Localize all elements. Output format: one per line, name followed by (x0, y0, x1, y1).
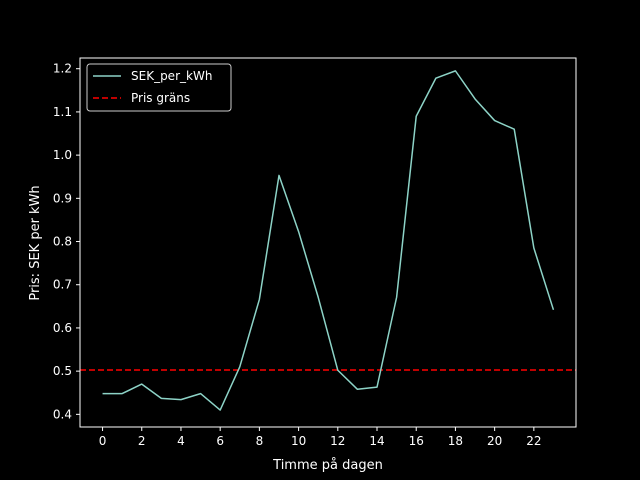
y-tick-label: 0.9 (53, 191, 72, 205)
x-tick-label: 8 (256, 434, 264, 448)
x-tick-label: 16 (409, 434, 424, 448)
x-tick-label: 6 (216, 434, 224, 448)
x-tick-label: 20 (487, 434, 502, 448)
x-tick-label: 14 (369, 434, 384, 448)
x-tick-label: 18 (448, 434, 463, 448)
plot-area (80, 70, 576, 411)
y-tick-label: 0.6 (53, 321, 72, 335)
y-tick-label: 1.2 (53, 62, 72, 76)
legend-box (86, 63, 232, 112)
y-tick-label: 0.5 (53, 364, 72, 378)
y-tick-label: 0.7 (53, 278, 72, 292)
y-tick-label: 1.1 (53, 105, 72, 119)
axes-frame (79, 57, 577, 428)
x-tick-label: 22 (526, 434, 541, 448)
y-tick-label: 0.8 (53, 235, 72, 249)
x-axis-label: Timme på dagen (272, 458, 383, 473)
y-tick-label: 0.4 (53, 407, 72, 421)
y-tick-label: 1.0 (53, 148, 72, 162)
x-tick-label: 2 (138, 434, 146, 448)
legend-label: Pris gräns (131, 91, 190, 105)
axes (79, 57, 577, 428)
legend: SEK_per_kWh Pris gräns (86, 63, 232, 112)
series-line-0 (102, 70, 555, 411)
x-tick-label: 12 (330, 434, 345, 448)
tick-labels: 0 2 4 6 8 10 12 14 16 18 20 22 0.4 0.5 0.6 0.7 0.8 0.9 1.0… (53, 62, 542, 448)
x-tick-label: 4 (177, 434, 185, 448)
x-tick-label: 0 (99, 434, 107, 448)
legend-label: SEK_per_kWh (131, 69, 212, 83)
y-axis-label: Pris: SEK per kWh (28, 185, 43, 300)
x-tick-label: 10 (291, 434, 306, 448)
